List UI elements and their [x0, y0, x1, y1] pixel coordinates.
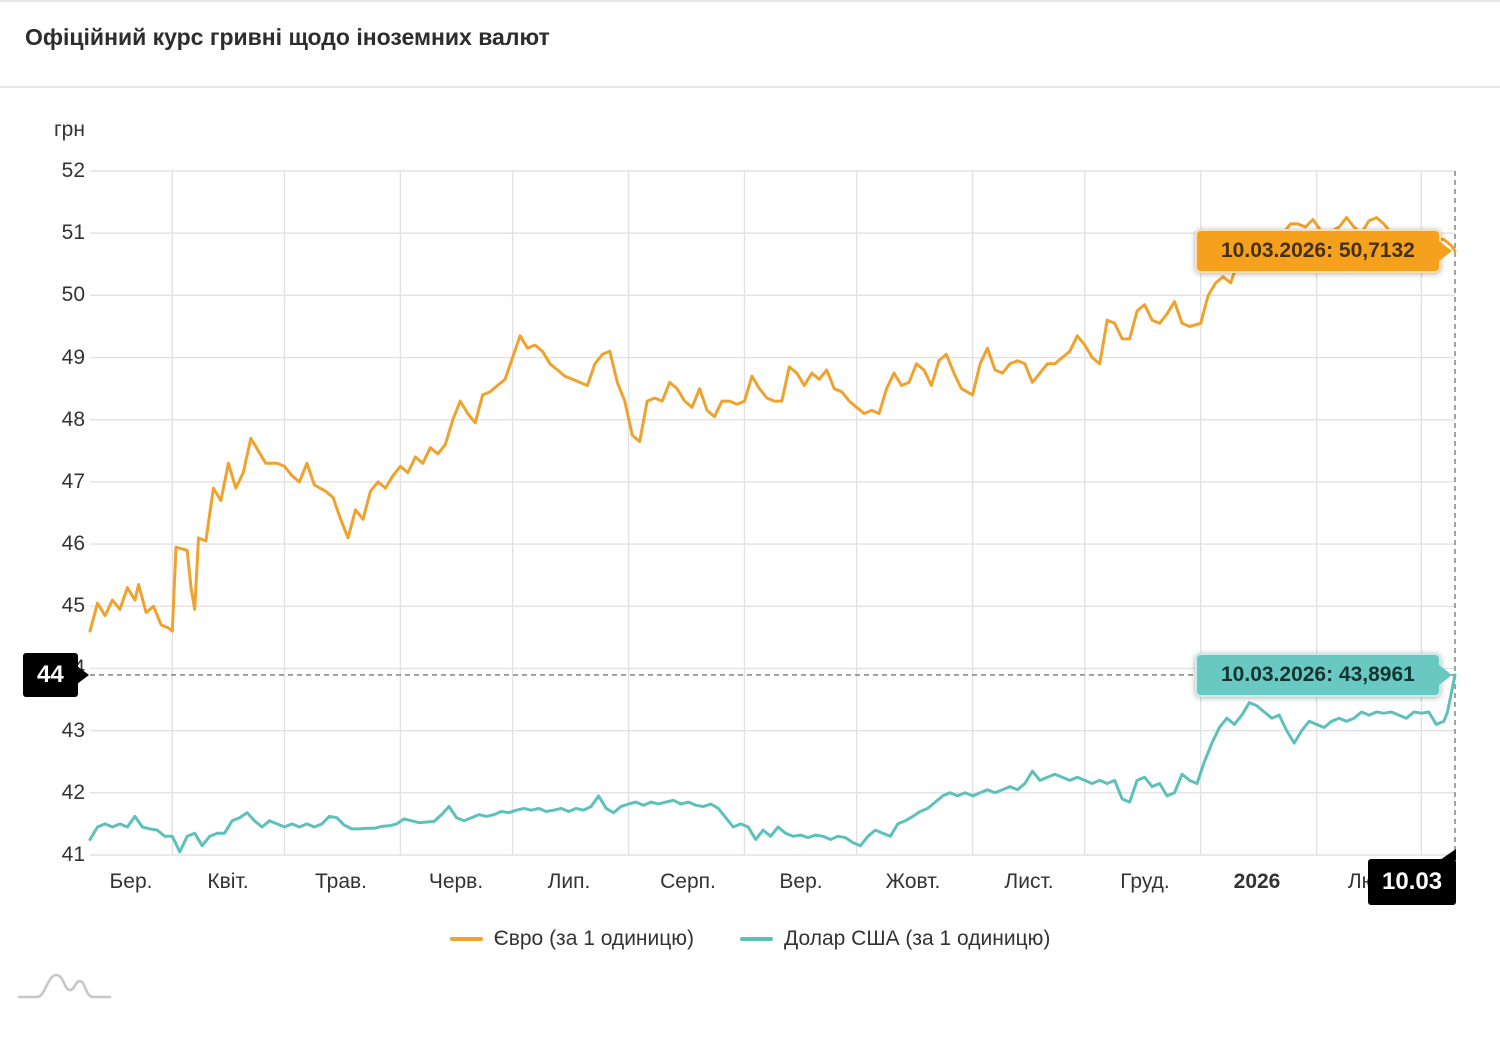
crosshair-y-label: 44 — [23, 652, 78, 697]
x-tick-label: Лип. — [547, 870, 591, 893]
y-tick-label: 51 — [61, 221, 85, 244]
y-tick-label: 41 — [61, 843, 85, 866]
tooltip-euro-text: 10.03.2026: 50,7132 — [1221, 239, 1415, 262]
crosshair-x-value: 10.03 — [1382, 868, 1443, 895]
chart-legend: Євро (за 1 одиницю) Долар США (за 1 один… — [0, 927, 1500, 951]
y-tick-label: 50 — [61, 283, 85, 306]
x-tick-label: Вер. — [779, 870, 823, 893]
y-tick-label: 42 — [61, 781, 85, 804]
x-tick-label: Трав. — [315, 870, 367, 893]
y-tick-label: 46 — [61, 532, 85, 555]
x-tick-label: Груд. — [1120, 870, 1170, 893]
y-tick-label: 49 — [61, 346, 85, 369]
crosshair-y-value: 44 — [37, 660, 64, 688]
x-tick-label: Жовт. — [885, 870, 941, 893]
x-tick-label: Бер. — [109, 870, 153, 893]
crosshair-x-label: 10.03 — [1368, 849, 1457, 905]
header-divider — [0, 86, 1500, 88]
legend-label-euro: Євро (за 1 одиницю) — [493, 927, 695, 950]
tooltip-usd: 10.03.2026: 43,8961 — [1195, 652, 1441, 697]
chart-watermark-wave-icon — [17, 973, 112, 999]
page-title: Офіційний курс гривні щодо іноземних вал… — [25, 24, 550, 50]
y-tick-label: 45 — [61, 594, 85, 617]
x-tick-label: Черв. — [428, 870, 484, 893]
euro-line-swatch-icon — [449, 937, 483, 941]
y-tick-label: 43 — [61, 719, 85, 742]
tooltip-euro: 10.03.2026: 50,7132 — [1195, 229, 1441, 273]
legend-item-euro[interactable]: Євро (за 1 одиницю) — [449, 927, 695, 951]
usd-line-swatch-icon — [740, 937, 774, 941]
y-tick-label: 48 — [61, 408, 85, 431]
y-axis-unit-label: грн — [54, 118, 85, 141]
y-tick-label: 52 — [61, 159, 85, 182]
x-tick-label: Серп. — [660, 870, 716, 893]
y-tick-label: 47 — [61, 470, 85, 493]
tooltip-usd-text: 10.03.2026: 43,8961 — [1221, 662, 1415, 686]
x-tick-label: Лист. — [1004, 870, 1054, 893]
x-tick-label: Квіт. — [207, 870, 249, 893]
legend-item-usd[interactable]: Долар США (за 1 одиницю) — [740, 927, 1050, 951]
x-tick-label: 2026 — [1233, 870, 1281, 893]
legend-label-usd: Долар США (за 1 одиницю) — [784, 927, 1051, 950]
